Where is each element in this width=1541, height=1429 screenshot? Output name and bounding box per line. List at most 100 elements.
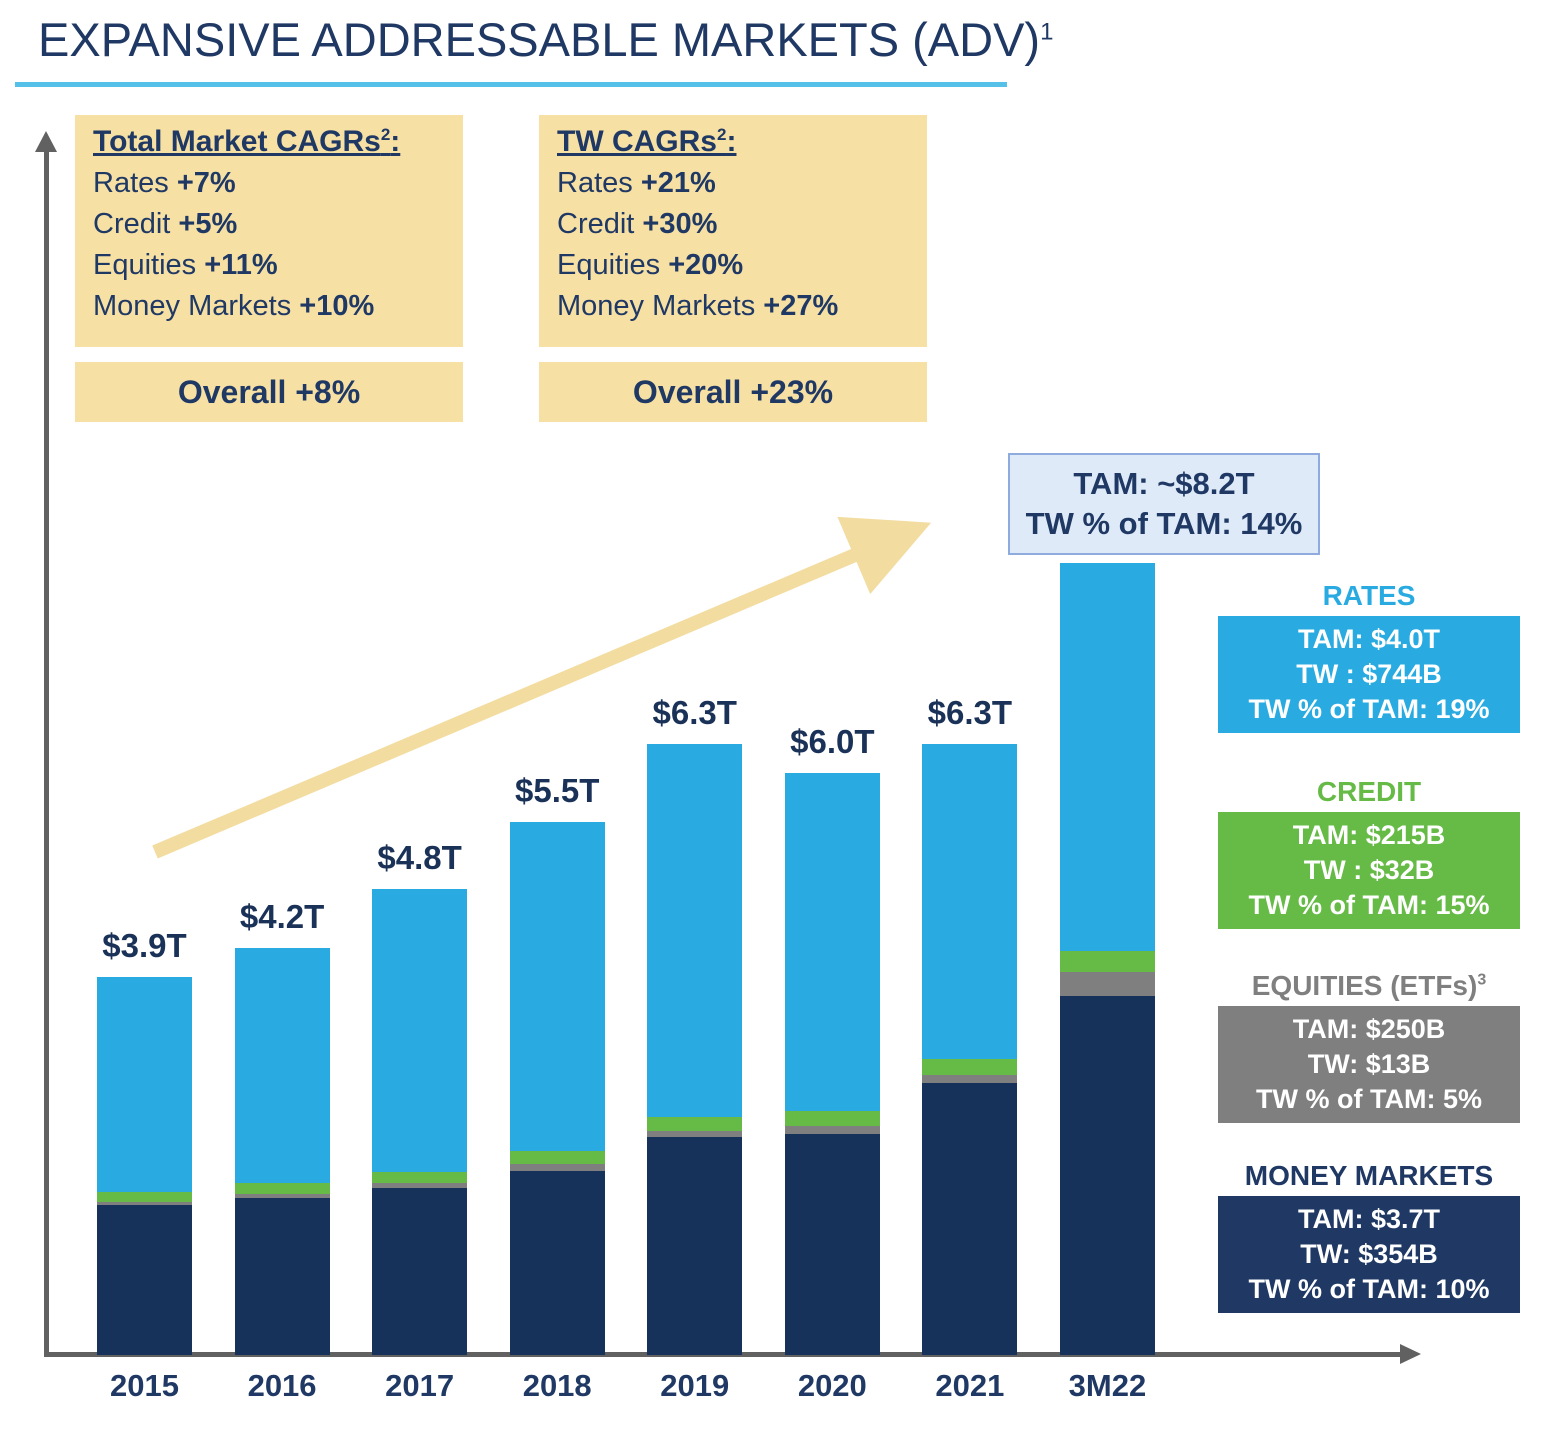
legend-equities-tw: TW: $13B bbox=[1307, 1049, 1431, 1079]
bar-2017: $4.8T bbox=[372, 520, 468, 1355]
x-axis-label-2021: 2021 bbox=[935, 1368, 1005, 1403]
bar-segment-rates bbox=[97, 976, 192, 1193]
bar-value-label: $5.5T bbox=[514, 771, 600, 809]
legend-equities-pct: TW % of TAM: 5% bbox=[1256, 1084, 1482, 1114]
bar-3m22 bbox=[1059, 520, 1155, 1355]
legend-box-money-markets: TAM: $3.7T TW: $354B TW % of TAM: 10% bbox=[1218, 1196, 1520, 1313]
bar-2016: $4.2T bbox=[234, 520, 330, 1355]
legend-rates-tam: TAM: $4.0T bbox=[1297, 624, 1440, 654]
legend-money-markets-tam: TAM: $3.7T bbox=[1297, 1204, 1440, 1234]
bar-segment-rates bbox=[372, 889, 468, 1172]
bar-segment-rates bbox=[784, 773, 880, 1111]
legend-title-money-markets: MONEY MARKETS bbox=[1244, 1160, 1494, 1191]
legend-credit-tam: TAM: $215B bbox=[1292, 820, 1446, 850]
legend-box-equities: TAM: $250B TW: $13B TW % of TAM: 5% bbox=[1218, 1006, 1520, 1123]
legend-money-markets-pct: TW % of TAM: 10% bbox=[1248, 1274, 1490, 1304]
cagr-item-equities: Equities +20% bbox=[557, 249, 744, 281]
bar-value-label: $6.3T bbox=[927, 693, 1013, 731]
y-axis bbox=[44, 150, 49, 1356]
bar-segment-money-markets bbox=[234, 1197, 330, 1355]
y-axis-arrowhead-icon bbox=[35, 131, 57, 152]
bar-segment-credit bbox=[234, 1183, 330, 1194]
tw-cagr-box: TW CAGRs2: Rates +21% Credit +30% Equiti… bbox=[539, 115, 927, 347]
page-title: EXPANSIVE ADDRESSABLE MARKETS (ADV)1 bbox=[38, 12, 1053, 67]
tw-overall-box: Overall +23% bbox=[539, 362, 927, 422]
bar-2018: $5.5T bbox=[509, 520, 605, 1355]
total-market-cagr-box: Total Market CAGRs2: Rates +7% Credit +5… bbox=[75, 115, 463, 347]
x-axis-label-3m22: 3M22 bbox=[1068, 1368, 1147, 1403]
bar-segment-equities-etfs- bbox=[784, 1126, 880, 1134]
tam-callout: TAM: ~$8.2T TW % of TAM: 14% bbox=[1008, 453, 1320, 555]
page-title-text: EXPANSIVE ADDRESSABLE MARKETS (ADV) bbox=[38, 13, 1041, 66]
bar-segment-credit bbox=[647, 1117, 743, 1131]
total-market-cagr-heading: Total Market CAGRs2: bbox=[93, 125, 401, 158]
bar-segment-rates bbox=[509, 821, 605, 1152]
total-market-overall-box: Overall +8% bbox=[75, 362, 463, 422]
bar-2019: $6.3T bbox=[647, 520, 743, 1355]
cagr-item-rates: Rates +7% bbox=[93, 167, 236, 199]
cagr-item-credit: Credit +30% bbox=[557, 208, 718, 240]
bar-segment-money-markets bbox=[509, 1170, 605, 1355]
bar-segment-credit bbox=[922, 1059, 1018, 1075]
bar-segment-rates bbox=[1059, 562, 1155, 951]
legend-title-credit: CREDIT bbox=[1316, 776, 1422, 807]
title-footnote-superscript: 1 bbox=[1040, 18, 1054, 46]
bar-2021: $6.3T bbox=[922, 520, 1018, 1355]
cagr-item-money-markets: Money Markets +10% bbox=[93, 290, 375, 322]
legend-money-markets-tw: TW: $354B bbox=[1300, 1239, 1438, 1269]
x-axis-label-2019: 2019 bbox=[660, 1368, 730, 1403]
tam-callout-line1: TAM: ~$8.2T bbox=[1073, 466, 1255, 501]
growth-trend-arrow-icon bbox=[152, 516, 932, 859]
cagr-item-equities: Equities +11% bbox=[93, 249, 278, 281]
bar-segment-rates bbox=[922, 743, 1018, 1060]
bar-segment-money-markets bbox=[97, 1204, 192, 1355]
bar-value-label: $3.9T bbox=[102, 926, 187, 964]
legend-equities-tam: TAM: $250B bbox=[1292, 1014, 1446, 1044]
bar-segment-credit bbox=[372, 1171, 468, 1184]
x-axis-arrowhead-icon bbox=[1400, 1344, 1421, 1364]
legend-rates-tw: TW : $744B bbox=[1296, 659, 1442, 689]
bar-segment-money-markets bbox=[372, 1188, 468, 1355]
bar-segment-money-markets bbox=[647, 1136, 743, 1355]
bar-2020: $6.0T bbox=[784, 520, 880, 1355]
bar-segment-equities-etfs- bbox=[647, 1130, 743, 1137]
legend-credit-pct: TW % of TAM: 15% bbox=[1248, 890, 1490, 920]
bar-segment-equities-etfs- bbox=[234, 1194, 330, 1198]
bar-segment-money-markets bbox=[1059, 996, 1155, 1355]
x-axis-label-2020: 2020 bbox=[797, 1368, 867, 1403]
legend-title-equities: EQUITIES (ETFs)3 bbox=[1251, 970, 1487, 1001]
stacked-bar-chart: $3.9T $4.2T $4.8T $5.5T $6.3T $6.0T $6.3T bbox=[97, 520, 1155, 1355]
bar-segment-equities-etfs- bbox=[509, 1163, 605, 1171]
legend-credit-tw: TW : $32B bbox=[1303, 855, 1435, 885]
cagr-item-rates: Rates +21% bbox=[557, 167, 716, 199]
bar-value-label: $4.2T bbox=[239, 897, 325, 935]
title-underline-rule bbox=[15, 82, 1007, 87]
x-axis-label-2018: 2018 bbox=[522, 1368, 592, 1403]
cagr-item-credit: Credit +5% bbox=[93, 208, 238, 240]
legend-rates-pct: TW % of TAM: 19% bbox=[1248, 694, 1490, 724]
bar-value-label: $6.3T bbox=[652, 693, 737, 731]
bar-segment-equities-etfs- bbox=[372, 1183, 468, 1189]
tam-callout-line2: TW % of TAM: 14% bbox=[1025, 506, 1303, 541]
bar-segment-credit bbox=[784, 1110, 880, 1127]
x-axis-labels: 2015 2016 2017 2018 2019 2020 2021 3M22 bbox=[97, 1368, 1155, 1404]
bar-segment-credit bbox=[1059, 950, 1155, 972]
bar-segment-money-markets bbox=[922, 1083, 1018, 1355]
bar-segment-money-markets bbox=[784, 1133, 880, 1355]
legend-box-credit: TAM: $215B TW : $32B TW % of TAM: 15% bbox=[1218, 812, 1520, 929]
bar-value-label: $6.0T bbox=[790, 723, 875, 760]
bar-segment-credit bbox=[97, 1192, 192, 1202]
bar-segment-credit bbox=[509, 1151, 605, 1164]
legend-title-rates: RATES bbox=[1322, 580, 1416, 611]
bar-2015: $3.9T bbox=[97, 520, 192, 1355]
x-axis-label-2015: 2015 bbox=[110, 1368, 179, 1403]
bar-segment-rates bbox=[234, 947, 330, 1184]
bar-value-label: $4.8T bbox=[377, 839, 462, 877]
cagr-item-money-markets: Money Markets +27% bbox=[557, 290, 839, 322]
bar-segment-equities-etfs- bbox=[97, 1201, 192, 1205]
x-axis-label-2016: 2016 bbox=[247, 1368, 317, 1403]
x-axis-label-2017: 2017 bbox=[385, 1368, 455, 1403]
bar-segment-equities-etfs- bbox=[1059, 971, 1155, 997]
bar-segment-rates bbox=[647, 743, 743, 1118]
